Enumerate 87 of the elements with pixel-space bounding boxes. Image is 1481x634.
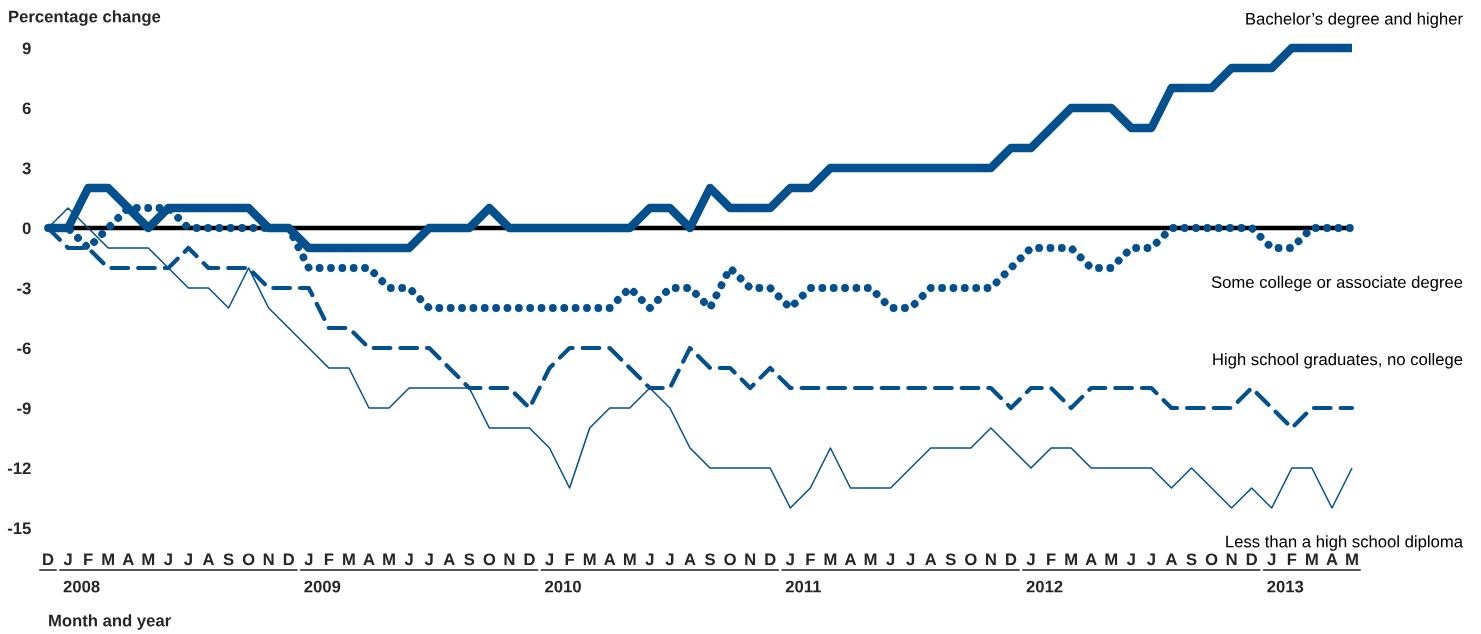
y-tick-label: 3: [22, 162, 31, 175]
x-tick-label: M: [1105, 553, 1118, 566]
x-tick-label: A: [844, 553, 857, 566]
series-label: Bachelor’s degree and higher: [1246, 12, 1463, 28]
x-tick-label: A: [202, 553, 215, 566]
x-tick-label: J: [163, 553, 172, 566]
y-tick-label: 6: [22, 102, 31, 115]
x-tick-label: D: [765, 553, 776, 566]
x-tick-label: N: [1226, 553, 1237, 566]
x-tick-label: J: [785, 553, 794, 566]
x-tick-label: A: [604, 553, 616, 566]
x-tick-label: F: [1047, 553, 1056, 566]
x-tick-label: O: [1205, 553, 1218, 566]
y-tick-label: -3: [17, 282, 31, 295]
x-tick-label: M: [383, 553, 395, 566]
x-tick-label: M: [1065, 553, 1077, 566]
x-tick-label: A: [925, 553, 937, 566]
x-tick-label: N: [985, 553, 996, 566]
x-tick-label: J: [404, 553, 413, 566]
y-tick-label: -12: [7, 462, 31, 475]
x-tick-label: M: [142, 553, 155, 566]
x-tick-label: A: [443, 553, 455, 566]
y-tick-label: 9: [22, 42, 31, 55]
x-tick-label: S: [945, 553, 956, 566]
x-tick-label: J: [1026, 553, 1035, 566]
text: 2010: [545, 580, 581, 593]
x-tick-label: F: [1287, 553, 1297, 566]
y-axis-title: Percentage change: [9, 10, 161, 26]
x-tick-label: M: [623, 553, 636, 566]
x-tick-label: F: [806, 553, 815, 566]
x-tick-label: J: [1147, 553, 1155, 566]
text: High school graduates, no college: [1213, 353, 1463, 369]
x-tick-label: M: [864, 553, 877, 566]
y-tick-label: -6: [17, 342, 31, 355]
x-tick-label: D: [1246, 553, 1258, 566]
series-label: Less than a high school diploma: [1226, 535, 1464, 551]
x-tick-label: J: [645, 553, 654, 566]
x-tick-label: J: [63, 553, 72, 566]
x-tick-label: A: [122, 553, 134, 566]
x-tick-label: F: [565, 553, 575, 566]
y-tick-label: -15: [7, 522, 31, 535]
x-tick-label: A: [1326, 553, 1338, 566]
x-tick-label: J: [304, 553, 313, 566]
x-tick-label: A: [684, 553, 696, 566]
x-tick-label: J: [1126, 553, 1135, 566]
x-tick-label: J: [545, 553, 554, 566]
x-tick-label: D: [43, 553, 54, 566]
text: 2008: [63, 580, 100, 593]
x-tick-label: N: [263, 553, 274, 566]
x-tick-label: F: [84, 553, 93, 566]
text: 2013: [1267, 580, 1304, 593]
x-tick-label: A: [1165, 553, 1178, 566]
text: 2012: [1026, 580, 1063, 593]
x-tick-label: O: [483, 553, 496, 566]
x-tick-label: J: [665, 553, 674, 566]
x-tick-label: D: [283, 553, 295, 566]
x-tick-label: M: [102, 553, 115, 566]
x-tick-label: J: [906, 553, 915, 566]
x-tick-label: J: [886, 553, 895, 566]
x-tick-label: M: [583, 553, 596, 566]
x-tick-label: N: [745, 553, 756, 566]
y-tick-label: 0: [22, 222, 31, 235]
x-tick-label: O: [965, 553, 977, 566]
x-tick-label: F: [324, 553, 334, 566]
text: Some college or associate degree: [1211, 275, 1463, 292]
x-tick-label: D: [1006, 553, 1017, 566]
x-tick-label: S: [464, 553, 475, 566]
x-tick-label: J: [424, 553, 433, 566]
x-tick-label: S: [223, 553, 234, 566]
y-tick-label: -9: [17, 402, 31, 415]
x-tick-label: S: [1186, 553, 1197, 566]
text: 2011: [785, 580, 821, 593]
x-tick-label: O: [242, 553, 255, 566]
x-tick-label: A: [363, 553, 375, 566]
x-axis-title: Month and year: [49, 614, 171, 630]
x-tick-label: J: [1267, 553, 1276, 566]
x-tick-label: O: [724, 553, 736, 566]
x-tick-label: M: [1346, 553, 1358, 566]
x-tick-label: N: [504, 553, 515, 566]
x-tick-label: M: [824, 553, 837, 566]
x-tick-label: M: [343, 553, 355, 566]
x-tick-label: J: [184, 553, 192, 566]
x-tick-label: S: [704, 553, 715, 566]
x-tick-label: M: [1306, 553, 1318, 566]
x-tick-label: D: [524, 553, 535, 566]
x-tick-label: A: [1085, 553, 1097, 566]
text: 2009: [304, 580, 341, 593]
